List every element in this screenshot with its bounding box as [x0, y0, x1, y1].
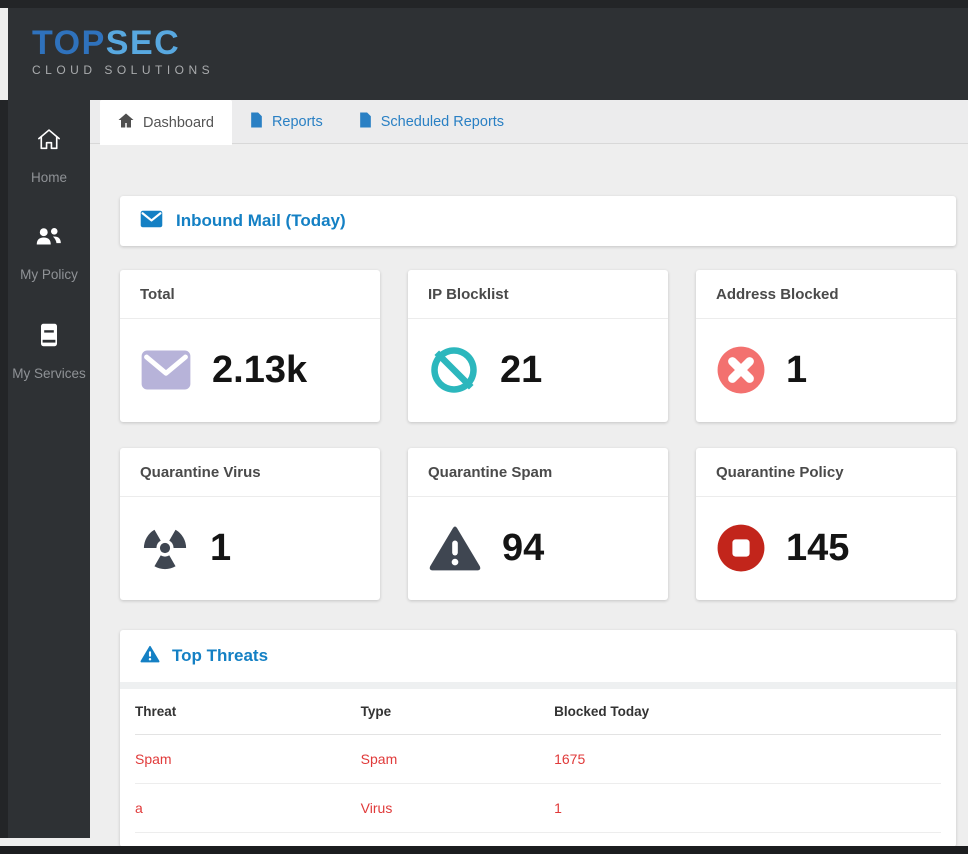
stats-grid: Total 2.13k IP Blocklist	[120, 270, 956, 600]
times-circle-icon	[716, 345, 766, 395]
stat-card-quarantine-spam: Quarantine Spam 94	[408, 448, 668, 600]
envelope-icon	[140, 348, 192, 392]
table-header-row: Threat Type Blocked Today	[135, 689, 941, 735]
stat-card-address-blocked: Address Blocked 1	[696, 270, 956, 422]
sidebar-item-label: My Policy	[20, 267, 78, 282]
brand-logo-primary: TOP	[32, 24, 106, 62]
envelope-icon	[140, 210, 163, 233]
stat-card-title: IP Blocklist	[408, 270, 668, 319]
panel-divider	[120, 682, 956, 689]
sidebar-item-home[interactable]: Home	[31, 126, 67, 185]
section-title-inbound-mail: Inbound Mail (Today)	[176, 211, 346, 230]
stat-value: 2.13k	[212, 348, 308, 391]
main-content-area: Dashboard Reports Scheduled Reports	[90, 100, 968, 847]
sidebar-item-my-policy[interactable]: My Policy	[20, 225, 78, 282]
stat-value: 21	[500, 348, 543, 391]
file-icon	[359, 112, 372, 132]
stat-card-ip-blocklist: IP Blocklist 21	[408, 270, 668, 422]
stop-circle-icon	[716, 523, 766, 573]
book-icon	[37, 322, 61, 353]
ban-icon	[428, 344, 480, 396]
blocked-today-cell: 1675	[554, 734, 941, 784]
stat-card-title: Quarantine Spam	[408, 448, 668, 497]
stat-value: 94	[502, 526, 545, 569]
column-header-type: Type	[360, 689, 555, 735]
home-icon	[118, 113, 134, 132]
brand-tagline: CLOUD SOLUTIONS	[32, 63, 215, 77]
top-header-bar: TOPSEC CLOUD SOLUTIONS	[8, 8, 968, 100]
window-frame-top	[0, 0, 968, 8]
stat-card-quarantine-virus: Quarantine Virus 1	[120, 448, 380, 600]
threat-cell: a	[135, 783, 361, 833]
tab-label: Scheduled Reports	[380, 114, 505, 130]
column-header-threat: Threat	[135, 689, 361, 735]
tab-bar: Dashboard Reports Scheduled Reports	[90, 100, 968, 145]
stat-card-total: Total 2.13k	[120, 270, 380, 422]
tab-dashboard[interactable]: Dashboard	[100, 100, 232, 145]
stat-value: 1	[786, 348, 808, 391]
brand-logo-secondary: SEC	[105, 24, 181, 62]
stat-card-title: Address Blocked	[696, 270, 956, 319]
brand-logo: TOPSEC	[32, 26, 968, 60]
table-row: a Virus 1	[135, 783, 941, 833]
tab-label: Reports	[271, 114, 323, 130]
stat-value: 145	[786, 526, 850, 569]
section-title-top-threats: Top Threats	[172, 646, 269, 665]
tab-label: Dashboard	[143, 114, 214, 131]
tab-scheduled-reports[interactable]: Scheduled Reports	[341, 100, 522, 144]
warning-icon	[140, 645, 160, 668]
top-threats-table: Threat Type Blocked Today Spam Spam 1675…	[135, 689, 941, 833]
blocked-today-cell: 1	[554, 783, 941, 833]
sidebar-item-my-services[interactable]: My Services	[12, 322, 86, 381]
threat-cell: Spam	[135, 734, 361, 784]
stat-value: 1	[210, 526, 232, 569]
sidebar-item-label: My Services	[12, 366, 86, 381]
type-cell: Spam	[360, 734, 555, 784]
users-icon	[35, 225, 63, 254]
sidebar-nav: Home My Policy My Services	[8, 100, 90, 838]
stat-card-title: Total	[120, 270, 380, 319]
radiation-icon	[140, 523, 190, 573]
dashboard-content: Inbound Mail (Today) Total 2.13k IP Bloc…	[90, 144, 968, 847]
top-threats-panel: Top Threats Threat Type Blocked Today Sp…	[120, 630, 956, 847]
stat-card-title: Quarantine Virus	[120, 448, 380, 497]
sidebar-item-label: Home	[30, 170, 67, 185]
table-row: Spam Spam 1675	[135, 734, 941, 784]
type-cell: Virus	[360, 783, 555, 833]
stat-card-title: Quarantine Policy	[696, 448, 956, 497]
tab-reports[interactable]: Reports	[232, 100, 341, 144]
window-frame-left	[0, 100, 8, 838]
file-icon	[250, 112, 263, 132]
warning-icon	[428, 524, 482, 572]
column-header-blocked-today: Blocked Today	[554, 689, 941, 735]
window-frame-bottom	[0, 846, 968, 854]
stat-card-quarantine-policy: Quarantine Policy 145	[696, 448, 956, 600]
inbound-mail-panel: Inbound Mail (Today)	[120, 196, 956, 246]
home-icon	[36, 126, 62, 157]
